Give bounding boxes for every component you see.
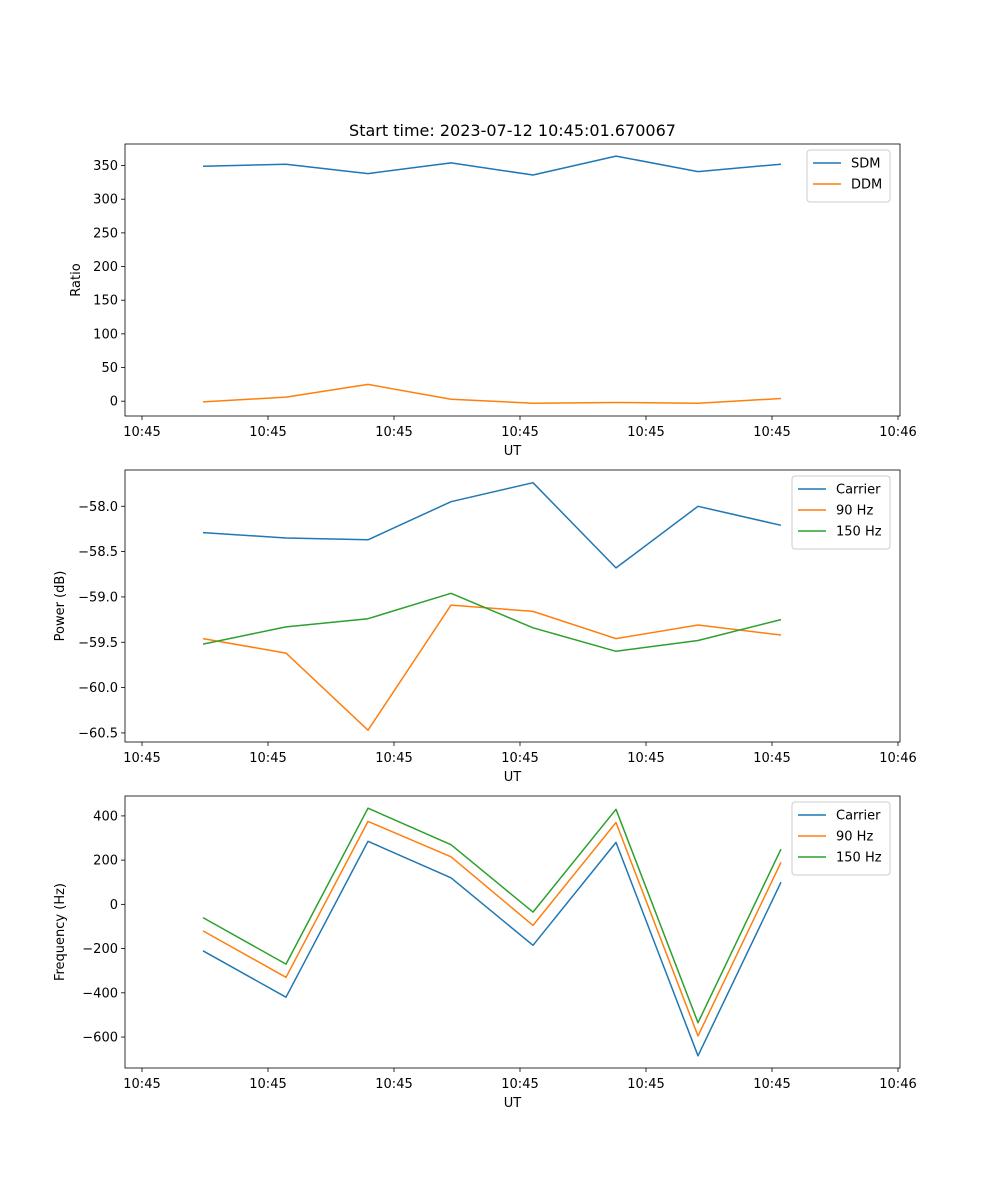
series-line-carrier [202, 840, 782, 1057]
x-tick-label: 10:45 [249, 751, 286, 766]
x-tick-label: 10:45 [249, 425, 286, 440]
x-tick-label: 10:45 [501, 425, 538, 440]
legend-label: DDM [851, 178, 882, 193]
y-tick-label: −59.0 [78, 590, 118, 605]
y-tick-label: −400 [82, 986, 118, 1001]
x-tick-label: 10:45 [753, 751, 790, 766]
series-line-150-hz [202, 807, 782, 1024]
y-axis-label: Ratio [69, 263, 84, 296]
y-axis-label: Frequency (Hz) [53, 883, 68, 981]
legend: Carrier 90 Hz 150 Hz [791, 475, 891, 550]
x-tick-label: 10:45 [123, 751, 160, 766]
y-tick-label: 300 [93, 193, 118, 208]
legend-label: Carrier [836, 483, 881, 498]
legend-label: Carrier [836, 809, 881, 824]
series-line-90-hz [202, 604, 782, 731]
axes-frame [124, 143, 901, 417]
y-tick-label: −200 [82, 942, 118, 957]
x-tick-label: 10:45 [501, 1077, 538, 1092]
y-tick-label: 50 [101, 361, 118, 376]
x-axis-label: UT [504, 444, 522, 459]
x-tick-label: 10:45 [753, 1077, 790, 1092]
y-tick-label: −58.0 [78, 500, 118, 515]
y-tick-label: −600 [82, 1031, 118, 1046]
x-tick-label: 10:45 [627, 751, 664, 766]
y-tick-label: 250 [93, 226, 118, 241]
series-line-sdm [202, 155, 782, 176]
y-tick-label: 200 [93, 854, 118, 869]
x-axis-label: UT [504, 1096, 522, 1111]
legend-label: SDM [851, 157, 880, 172]
subplot-2: 10:45 10:45 10:45 10:45 10:45 10:45 10:46 −58.0… [53, 469, 917, 785]
y-tick-label: 200 [93, 260, 118, 275]
series-line-ddm [202, 383, 782, 404]
x-tick-label: 10:45 [123, 425, 160, 440]
legend-label: 90 Hz [836, 504, 873, 519]
x-tick-label: 10:45 [501, 751, 538, 766]
y-tick-label: 100 [93, 327, 118, 342]
x-tick-label: 10:45 [627, 425, 664, 440]
x-tick-label: 10:45 [375, 1077, 412, 1092]
legend: SDM DDM [806, 149, 891, 203]
legend-label: 150 Hz [836, 525, 882, 540]
y-tick-label: 0 [110, 898, 118, 913]
x-tick-label: 10:46 [879, 425, 916, 440]
y-tick-label: −60.5 [78, 726, 118, 741]
y-tick-label: 150 [93, 294, 118, 309]
y-tick-label: −60.0 [78, 681, 118, 696]
series-line-150-hz [202, 592, 782, 653]
axes-frame [124, 469, 901, 743]
y-tick-label: 400 [93, 809, 118, 824]
y-tick-label: −59.5 [78, 636, 118, 651]
y-axis-label: Power (dB) [53, 571, 68, 642]
x-tick-label: 10:45 [375, 751, 412, 766]
x-tick-label: 10:45 [375, 425, 412, 440]
legend-label: 90 Hz [836, 830, 873, 845]
x-tick-label: 10:45 [249, 1077, 286, 1092]
x-tick-label: 10:46 [879, 751, 916, 766]
y-tick-label: −58.5 [78, 545, 118, 560]
x-axis-label: UT [504, 770, 522, 785]
x-tick-label: 10:45 [627, 1077, 664, 1092]
series-line-90-hz [202, 820, 782, 1037]
y-tick-label: 350 [93, 159, 118, 174]
series-line-carrier [202, 481, 782, 569]
y-tick-label: 0 [110, 395, 118, 410]
subplot-1: 10:45 10:45 10:45 10:45 10:45 10:45 10:46 0 50 10… [69, 121, 917, 459]
legend: Carrier 90 Hz 150 Hz [791, 801, 891, 876]
legend-label: 150 Hz [836, 851, 882, 866]
x-tick-label: 10:45 [753, 425, 790, 440]
axes-frame [124, 795, 901, 1069]
x-tick-label: 10:46 [879, 1077, 916, 1092]
x-tick-label: 10:45 [123, 1077, 160, 1092]
subplot-3: 10:45 10:45 10:45 10:45 10:45 10:45 10:46 400 20… [53, 795, 917, 1111]
chart-title: Start time: 2023-07-12 10:45:01.670067 [349, 121, 676, 140]
